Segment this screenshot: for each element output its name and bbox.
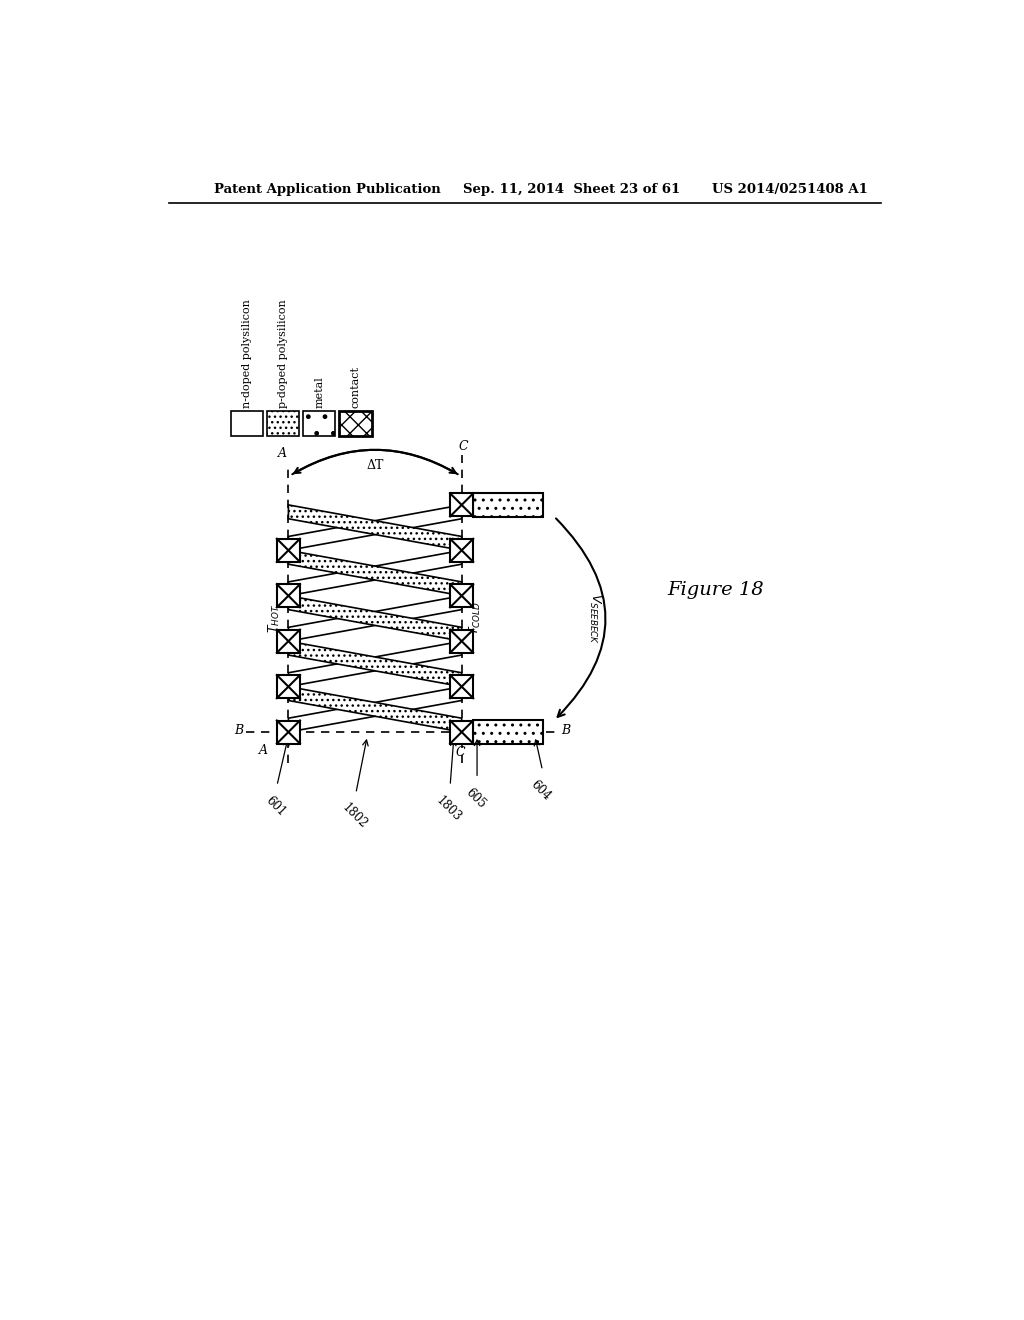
Bar [230, 411, 263, 436]
Text: 601: 601 [263, 793, 288, 818]
Bar [303, 411, 336, 436]
Bar [451, 585, 473, 607]
Bar [276, 539, 300, 562]
Text: B: B [561, 723, 570, 737]
Text: 1802: 1802 [339, 801, 370, 832]
Text: ΔT: ΔT [367, 459, 384, 471]
Text: metal: metal [314, 376, 325, 408]
Polygon shape [289, 642, 462, 686]
Text: p-doped polysilicon: p-doped polysilicon [279, 300, 288, 408]
Polygon shape [289, 506, 462, 550]
Bar [473, 492, 543, 517]
Polygon shape [289, 595, 462, 642]
Text: n-doped polysilicon: n-doped polysilicon [242, 300, 252, 408]
Text: A: A [259, 743, 268, 756]
Polygon shape [289, 642, 462, 686]
Bar [276, 675, 300, 698]
Text: $T_{COLD}$: $T_{COLD}$ [468, 602, 483, 635]
Polygon shape [289, 506, 462, 550]
Polygon shape [289, 686, 462, 733]
Bar [451, 675, 473, 698]
Bar [276, 585, 300, 607]
Bar [276, 721, 300, 743]
Text: 605: 605 [463, 785, 488, 810]
Bar [473, 719, 543, 744]
Polygon shape [289, 686, 462, 733]
Bar [451, 721, 473, 743]
Text: Patent Application Publication: Patent Application Publication [214, 182, 440, 195]
Text: contact: contact [350, 366, 360, 408]
Bar [451, 494, 473, 516]
Bar [451, 630, 473, 653]
Text: $V_{SEEBECK}$: $V_{SEEBECK}$ [588, 593, 602, 644]
FancyArrowPatch shape [556, 519, 605, 717]
Bar [267, 411, 299, 436]
Polygon shape [289, 550, 462, 595]
Text: $T_{HOT}$: $T_{HOT}$ [267, 605, 282, 634]
Text: C: C [456, 746, 465, 759]
Text: Figure 18: Figure 18 [668, 581, 764, 598]
Polygon shape [289, 550, 462, 595]
Text: US 2014/0251408 A1: US 2014/0251408 A1 [712, 182, 867, 195]
Text: A: A [278, 447, 287, 461]
Text: B: B [234, 723, 244, 737]
Text: Sep. 11, 2014  Sheet 23 of 61: Sep. 11, 2014 Sheet 23 of 61 [463, 182, 681, 195]
Text: 1803: 1803 [433, 793, 464, 824]
Bar [451, 539, 473, 562]
Text: 604: 604 [528, 779, 554, 804]
Text: C: C [459, 440, 468, 453]
Polygon shape [289, 595, 462, 642]
Bar [339, 411, 372, 436]
Bar [276, 630, 300, 653]
